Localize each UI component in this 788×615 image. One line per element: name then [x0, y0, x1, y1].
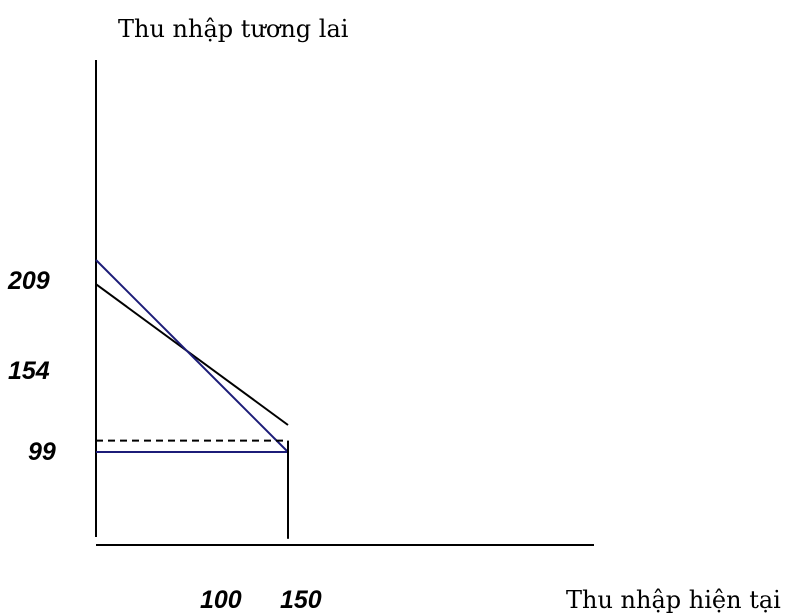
series-line-2 [95, 259, 289, 453]
x-tick-label-100: 100 [200, 586, 242, 614]
y-tick-label-209: 209 [7, 267, 50, 295]
y-axis-title: Thu nhập tương lai [118, 15, 349, 43]
y-tick-label-99: 99 [28, 438, 56, 466]
series-layer [95, 259, 289, 539]
x-tick-label-150: 150 [280, 586, 322, 614]
x-axis-title: Thu nhập hiện tại [566, 586, 781, 614]
y-tick-label-154: 154 [8, 357, 50, 385]
